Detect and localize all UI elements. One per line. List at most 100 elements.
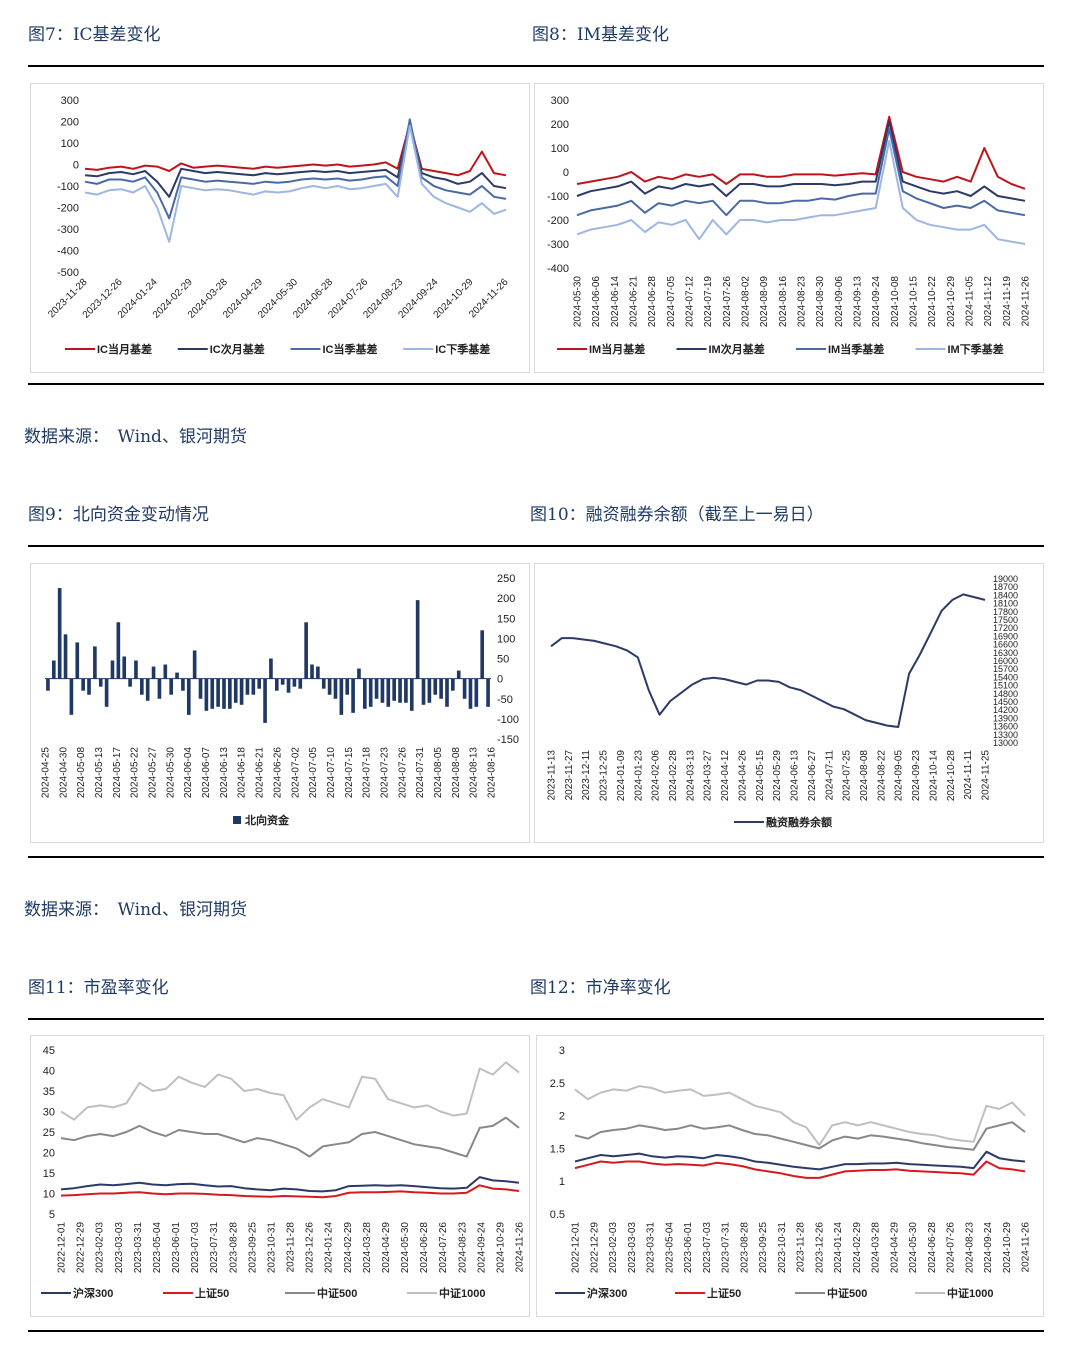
y-tick-label: 1 bbox=[559, 1176, 565, 1188]
y-tick-label: 40 bbox=[43, 1066, 55, 1078]
y-tick-label: 13900 bbox=[993, 713, 1018, 723]
y-tick-label: -100 bbox=[547, 191, 569, 203]
fig12-panel: 3 2.5 2 1.5 1 0.5 2022-12-01 2022-12-29 2023-02-… bbox=[536, 1035, 1044, 1317]
x-tick-label: 2024-08-05 bbox=[433, 747, 444, 799]
legend-label: 沪深300 bbox=[587, 1286, 627, 1300]
y-tick-label: 0 bbox=[497, 674, 503, 686]
x-tick-label: 2024-05-30 bbox=[400, 1222, 411, 1274]
bar bbox=[351, 678, 355, 713]
bar bbox=[263, 678, 267, 723]
y-tick-label: 200 bbox=[551, 119, 569, 131]
x-tick-label: 2024-02-29 bbox=[852, 1222, 863, 1274]
x-tick-label: 2024-10-14 bbox=[928, 750, 939, 802]
y-tick-label: -50 bbox=[497, 694, 513, 706]
fig7-panel: 300 200 100 0 -100 -200 -300 -400 -500 2023-11-28… bbox=[30, 83, 530, 373]
divider bbox=[28, 1018, 1044, 1020]
x-tick-label: 2023-07-31 bbox=[721, 1222, 732, 1274]
y-tick-label: 15700 bbox=[993, 664, 1018, 674]
x-tick-label: 2023-10-31 bbox=[266, 1222, 277, 1274]
bar bbox=[93, 646, 97, 679]
fig7-chart: 3002001000-100-200-300-400-5002023-11-28… bbox=[46, 95, 511, 356]
y-tick-label: 18700 bbox=[993, 582, 1018, 592]
x-tick-label: 2024-06-21 bbox=[255, 747, 266, 799]
x-tick-label: 2023-02-03 bbox=[608, 1222, 619, 1274]
x-tick-label: 2023-12-25 bbox=[599, 750, 610, 802]
bar bbox=[468, 678, 473, 709]
x-tick-label: 2024-07-26 bbox=[397, 747, 408, 799]
series-line bbox=[574, 1160, 1026, 1179]
x-tick-label: 2024-06-14 bbox=[610, 276, 621, 328]
x-tick-label: 2023-05-04 bbox=[664, 1222, 675, 1274]
bar bbox=[298, 678, 303, 689]
x-tick-label: 2024-06-18 bbox=[237, 747, 248, 799]
bar bbox=[321, 678, 326, 689]
bar bbox=[128, 678, 132, 687]
legend-label: IC次月基差 bbox=[210, 342, 265, 356]
x-tick-label: 2024-06-21 bbox=[629, 276, 640, 328]
bar bbox=[116, 622, 121, 679]
series-line bbox=[84, 118, 507, 220]
x-tick-label: 2022-12-29 bbox=[76, 1222, 87, 1274]
bar bbox=[404, 678, 408, 703]
x-tick-label: 2023-03-03 bbox=[627, 1222, 638, 1274]
data-source: 数据来源： Wind、银河期货 bbox=[24, 427, 247, 447]
fig10-title: 图10：融资融券余额（截至上一易日） bbox=[530, 505, 824, 525]
x-tick-label: 2024-09-24 bbox=[983, 1222, 994, 1274]
bar bbox=[175, 672, 179, 679]
fig8-chart: 300 200 100 0 -100 -200 -300 -400 2024-05-30 2024… bbox=[547, 95, 1032, 356]
x-tick-label: 2024-04-25 bbox=[41, 747, 52, 799]
x-tick-label: 2024-02-28 bbox=[668, 750, 679, 802]
y-tick-label: 15 bbox=[43, 1168, 55, 1180]
bar bbox=[486, 678, 490, 707]
x-tick-label: 2024-11-11 bbox=[963, 750, 974, 800]
bar bbox=[451, 678, 455, 691]
legend-label: 中证1000 bbox=[439, 1286, 485, 1300]
x-tick-label: 2024-11-26 bbox=[1021, 276, 1032, 327]
x-tick-label: 2024-07-23 bbox=[379, 747, 390, 799]
bar bbox=[51, 660, 56, 679]
y-tick-label: 0 bbox=[563, 167, 569, 179]
x-tick-label: 2023-08-28 bbox=[228, 1222, 239, 1274]
x-tick-label: 2024-10-08 bbox=[890, 276, 901, 328]
bar bbox=[233, 678, 238, 703]
x-tick-label: 2024-11-05 bbox=[965, 276, 976, 327]
legend-label: 融资融券余额 bbox=[766, 815, 832, 829]
x-tick-label: 2023-06-01 bbox=[683, 1222, 694, 1274]
bar bbox=[110, 660, 115, 679]
x-tick-label: 2024-06-28 bbox=[419, 1222, 430, 1274]
series-line bbox=[576, 139, 1026, 245]
x-tick-label: 2024-01-23 bbox=[633, 750, 644, 802]
y-tick-label: 14200 bbox=[993, 705, 1018, 715]
bar bbox=[439, 678, 443, 699]
x-tick-label: 2023-11-28 bbox=[286, 1222, 297, 1273]
x-tick-label: 2024-06-28 bbox=[647, 276, 658, 328]
fig11-panel: 45 40 35 30 25 20 15 10 5 2022-12-01 2022-12-29 202… bbox=[30, 1035, 530, 1317]
x-tick-label: 2023-09-25 bbox=[247, 1222, 258, 1274]
x-tick-label: 2024-06-07 bbox=[201, 747, 212, 799]
y-tick-label: 200 bbox=[497, 593, 515, 605]
x-tick-label: 2024-06-13 bbox=[219, 747, 230, 799]
bar bbox=[222, 678, 226, 709]
bar bbox=[104, 678, 109, 707]
y-tick-label: 25 bbox=[43, 1127, 55, 1139]
legend-label: IM当月基差 bbox=[589, 342, 645, 356]
legend-label: IC当月基差 bbox=[97, 342, 152, 356]
legend-label: IC下季基差 bbox=[435, 342, 490, 356]
y-tick-label: -300 bbox=[57, 224, 79, 236]
x-tick-label: 2024-10-29 bbox=[1002, 1222, 1013, 1274]
y-tick-label: 18100 bbox=[993, 599, 1018, 609]
series-line bbox=[550, 593, 986, 728]
legend-label: 中证1000 bbox=[947, 1286, 993, 1300]
bar bbox=[345, 678, 350, 695]
bar bbox=[474, 678, 479, 707]
legend-label: 北向资金 bbox=[245, 813, 290, 827]
bar bbox=[157, 678, 162, 699]
series-line bbox=[60, 1176, 520, 1193]
fig12-title: 图12：市净率变化 bbox=[530, 978, 671, 998]
x-tick-label: 2023-12-26 bbox=[814, 1222, 825, 1274]
x-tick-label: 2023-10-31 bbox=[777, 1222, 788, 1274]
y-tick-label: -100 bbox=[497, 714, 519, 726]
x-tick-label: 2024-05-29 bbox=[772, 750, 783, 802]
y-tick-label: 13600 bbox=[993, 722, 1018, 732]
